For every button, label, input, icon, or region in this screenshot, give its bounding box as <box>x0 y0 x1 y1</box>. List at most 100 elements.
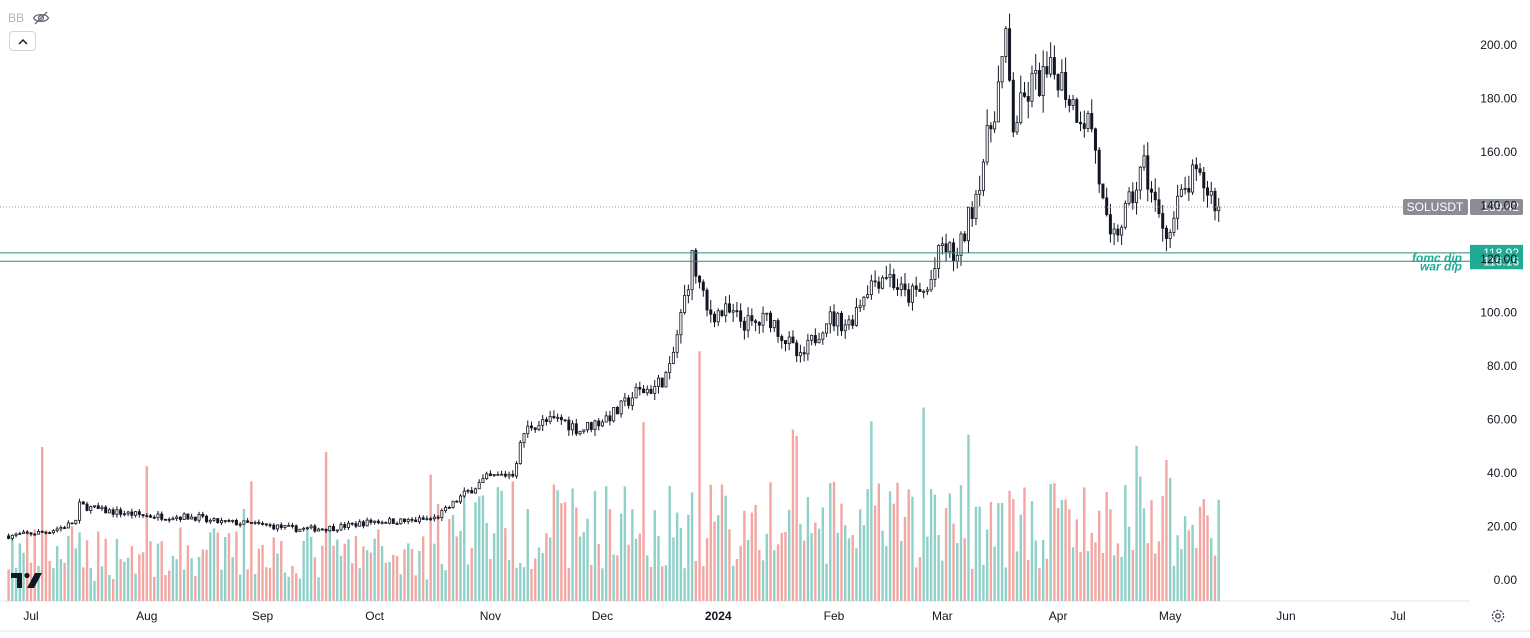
volume-bar <box>601 568 604 601</box>
candle-body <box>1149 188 1153 193</box>
candle-body <box>1127 191 1131 204</box>
eye-slash-icon[interactable] <box>32 10 50 26</box>
candle-body <box>627 397 631 406</box>
candle-body <box>937 245 941 269</box>
candle-body <box>959 233 963 256</box>
volume-bar <box>511 481 515 601</box>
volume-bar <box>145 466 148 601</box>
volume-bar <box>855 548 858 601</box>
candle-body <box>709 309 713 315</box>
volume-bar <box>563 502 567 601</box>
candle-body <box>679 312 683 336</box>
volume-bar <box>597 544 600 601</box>
price-axis[interactable]: 200.00 180.00 160.00 140.00 120.00 100.00 80.0… <box>1480 38 1517 587</box>
candle-body <box>328 526 332 532</box>
volume-bar <box>675 512 679 601</box>
volume-bar <box>795 435 798 601</box>
volume-bar <box>48 560 51 601</box>
volume-bar <box>698 351 701 601</box>
candle-body <box>944 243 948 253</box>
gear-icon[interactable] <box>1490 608 1506 624</box>
candle-body <box>1168 232 1172 240</box>
volume-bar <box>888 491 892 601</box>
candle-body <box>1164 227 1168 240</box>
volume-bar <box>847 538 851 601</box>
volume-bar <box>78 532 81 601</box>
candle-body <box>1004 28 1008 57</box>
time-axis[interactable]: Jul Aug Sep Oct Nov Dec 2024 Feb Mar Apr May Jun Jul <box>23 609 1405 623</box>
candle-body <box>1112 228 1116 235</box>
candle-body <box>1034 70 1038 74</box>
volume-bar <box>802 540 806 601</box>
indicator-label[interactable]: BB <box>8 11 25 25</box>
volume-bar <box>634 538 638 601</box>
volume-bar <box>806 497 810 601</box>
candles <box>7 13 1221 541</box>
volume-bar <box>339 555 343 601</box>
candle-body <box>656 377 660 387</box>
volume-bar <box>500 490 503 601</box>
candle-body <box>563 419 567 422</box>
volume-bar <box>362 546 365 601</box>
volume-bar <box>1198 506 1202 601</box>
candle-body <box>208 519 212 523</box>
candle-body <box>1064 71 1068 100</box>
candle-body <box>384 521 388 524</box>
candle-body <box>1108 214 1112 235</box>
candle-body <box>343 524 347 528</box>
volume-bar <box>1012 499 1015 601</box>
candle-body <box>877 281 881 289</box>
candle-body <box>470 490 474 494</box>
tradingview-logo[interactable] <box>11 571 43 589</box>
candle-body <box>660 377 664 388</box>
volume-bar <box>126 557 130 601</box>
volume-bar <box>1015 551 1019 601</box>
volume-bar <box>205 549 208 601</box>
candle-body <box>933 268 937 280</box>
candle-body <box>892 274 896 289</box>
volume-bar <box>351 563 354 601</box>
candle-body <box>832 311 836 327</box>
volume-bar <box>664 565 668 601</box>
volume-bar <box>814 522 817 601</box>
candle-body <box>589 422 593 430</box>
volume-bar <box>395 555 399 601</box>
candle-body <box>276 524 280 530</box>
candle-body <box>556 416 560 419</box>
candle-body <box>261 522 265 525</box>
volume-bar <box>1139 476 1142 601</box>
candle-body <box>201 513 205 517</box>
candle-body <box>40 531 44 533</box>
volume-bar <box>373 538 376 601</box>
volume-bar <box>929 488 933 601</box>
volume-bar <box>612 554 615 601</box>
candle-body <box>1060 71 1064 91</box>
volume-bar <box>1086 551 1090 601</box>
candle-body <box>1187 187 1191 193</box>
volume-bar <box>451 514 455 601</box>
candle-body <box>74 519 78 524</box>
candle-body <box>1000 56 1004 83</box>
candle-body <box>1030 72 1034 102</box>
candle-body <box>1217 206 1221 212</box>
candle-body <box>14 533 18 536</box>
candle-body <box>843 324 847 332</box>
price-tick-label: 160.00 <box>1480 145 1517 159</box>
candle-body <box>952 242 956 262</box>
volume-bar <box>41 447 44 601</box>
time-tick-label: Nov <box>480 609 501 623</box>
volume-bar <box>1000 502 1004 601</box>
volume-bar <box>380 546 384 601</box>
collapse-legend-button[interactable] <box>9 31 36 51</box>
volume-bar <box>317 577 320 601</box>
candle-body <box>369 519 373 523</box>
volume-bar <box>1195 547 1198 601</box>
candle-body <box>481 478 485 483</box>
candle-body <box>48 532 52 534</box>
volume-bar <box>608 509 612 601</box>
candle-body <box>854 307 858 326</box>
volume-bar <box>44 530 48 601</box>
volume-bar <box>638 533 642 601</box>
